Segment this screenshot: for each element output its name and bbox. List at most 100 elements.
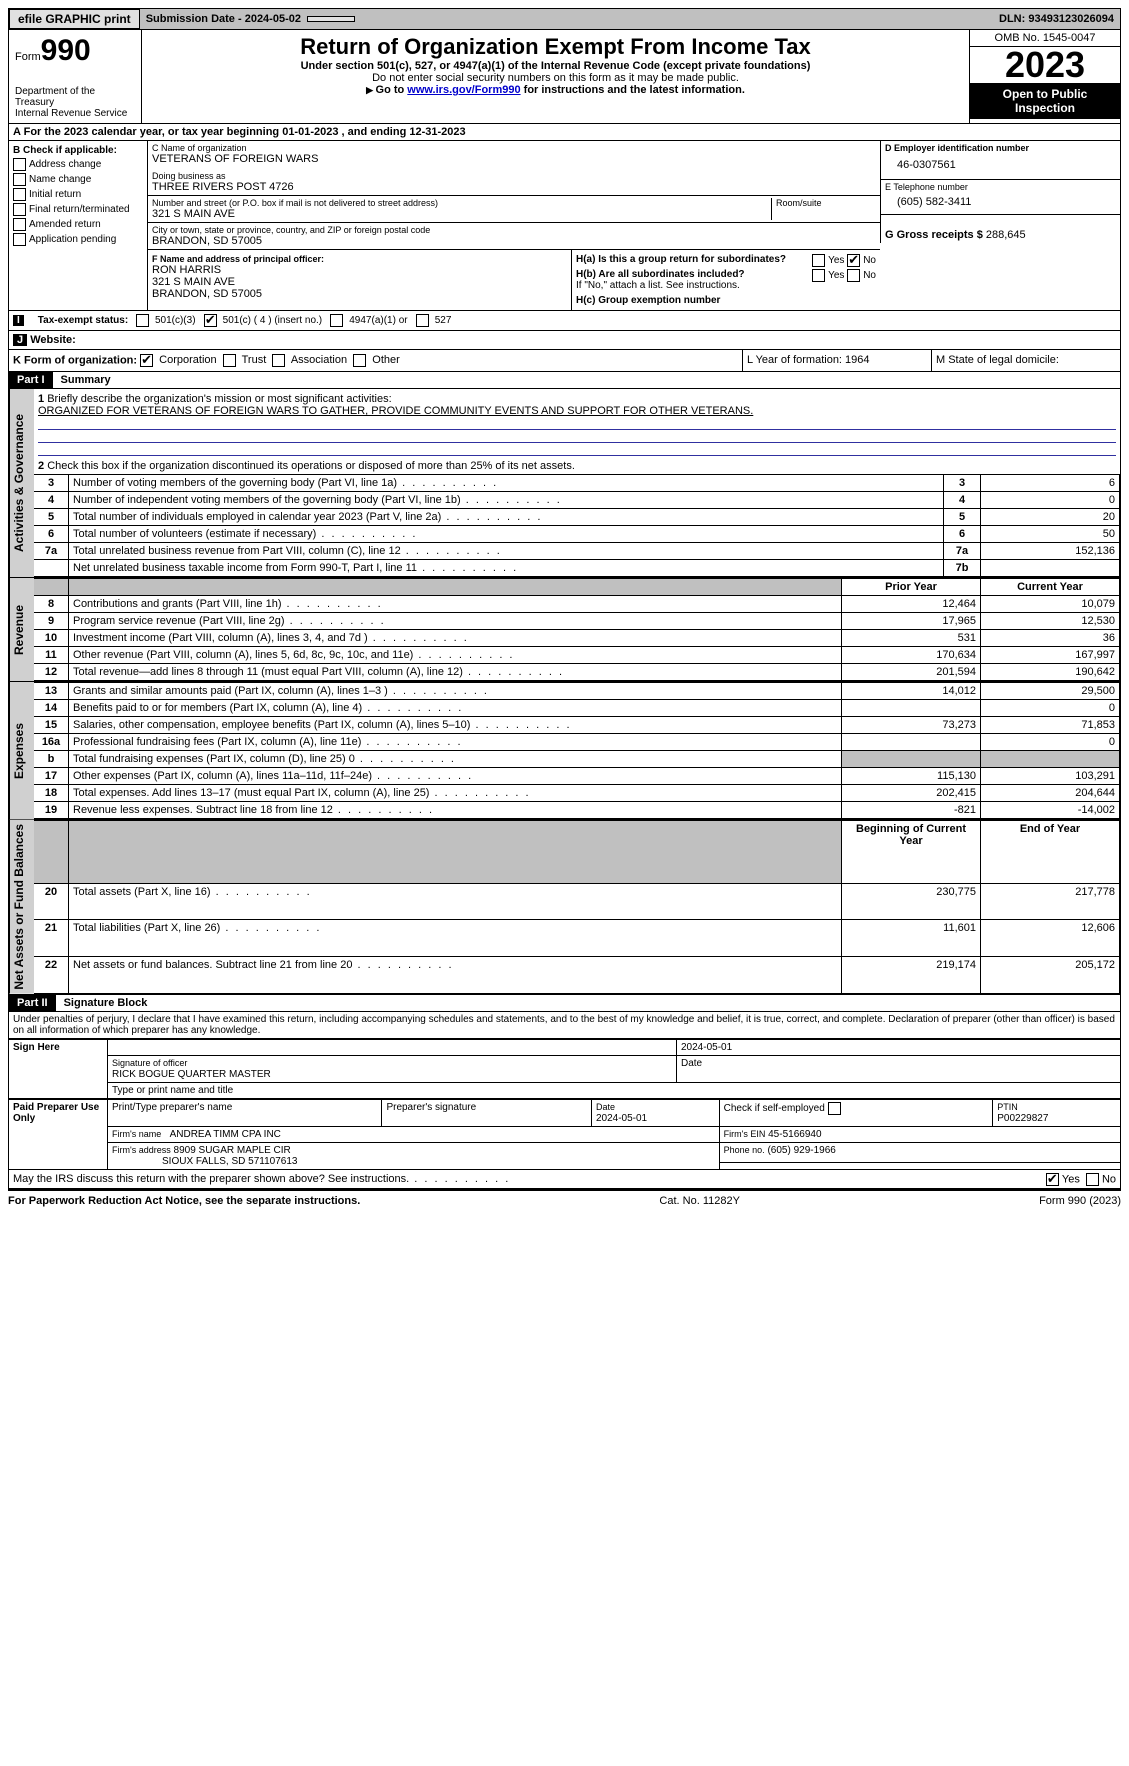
box-b: B Check if applicable: Address changeNam… <box>9 141 148 310</box>
expense-table: 13Grants and similar amounts paid (Part … <box>34 682 1120 819</box>
hb-yes-checkbox[interactable] <box>812 269 825 282</box>
revenue-table: Prior YearCurrent Year8Contributions and… <box>34 578 1120 681</box>
row-i-status: I Tax-exempt status: 501(c)(3) 501(c) ( … <box>8 311 1121 331</box>
form-id-box: Form990 Department of the Treasury Inter… <box>9 30 142 123</box>
officer-signature: RICK BOGUE QUARTER MASTER <box>112 1069 271 1080</box>
officer-name: RON HARRIS <box>152 264 567 276</box>
paid-preparer: Paid Preparer Use Only <box>9 1099 108 1169</box>
phone: (605) 582-3411 <box>885 192 1116 212</box>
prep-date: 2024-05-01 <box>596 1113 647 1124</box>
row-k: K Form of organization: Corporation Trus… <box>8 350 1121 372</box>
vtab-governance: Activities & Governance <box>9 389 34 577</box>
mission-text: ORGANIZED FOR VETERANS OF FOREIGN WARS T… <box>38 405 753 417</box>
tax-year: 2023 <box>970 47 1120 83</box>
form-number: 990 <box>41 34 91 67</box>
part1-header: Part I Summary <box>8 372 1121 389</box>
status-checkbox[interactable] <box>330 314 343 327</box>
gross-receipts: 288,645 <box>986 229 1026 241</box>
orgform-checkbox[interactable] <box>272 354 285 367</box>
part1-governance: Activities & Governance 1 Briefly descri… <box>8 389 1121 578</box>
room-suite-label: Room/suite <box>776 198 876 208</box>
status-checkbox[interactable] <box>136 314 149 327</box>
boxb-checkbox[interactable] <box>13 188 26 201</box>
firm-phone: (605) 929-1966 <box>767 1145 835 1156</box>
discuss-row: May the IRS discuss this return with the… <box>8 1170 1121 1189</box>
firm-addr1: 8909 SUGAR MAPLE CIR <box>174 1145 291 1156</box>
irs-label: Internal Revenue Service <box>15 108 135 119</box>
top-bar: efile GRAPHIC print Submission Date - 20… <box>8 8 1121 30</box>
hb-no-checkbox[interactable] <box>847 269 860 282</box>
preparer-table: Paid Preparer Use Only Print/Type prepar… <box>8 1099 1121 1170</box>
firm-addr2: SIOUX FALLS, SD 571107613 <box>162 1156 297 1167</box>
governance-table: 3Number of voting members of the governi… <box>34 474 1120 577</box>
header-center: Return of Organization Exempt From Incom… <box>142 30 969 123</box>
form-header: Form990 Department of the Treasury Inter… <box>8 30 1121 123</box>
box-h: H(a) Is this a group return for subordin… <box>572 250 880 310</box>
box-d-e-g: D Employer identification number 46-0307… <box>880 141 1120 310</box>
boxb-checkbox[interactable] <box>13 203 26 216</box>
penalty-statement: Under penalties of perjury, I declare th… <box>8 1012 1121 1039</box>
orgform-checkbox[interactable] <box>353 354 366 367</box>
row-j-website: J Website: <box>8 331 1121 350</box>
page-footer: For Paperwork Reduction Act Notice, see … <box>8 1189 1121 1207</box>
status-checkbox[interactable] <box>204 314 217 327</box>
part1-expenses: Expenses 13Grants and similar amounts pa… <box>8 682 1121 820</box>
firm-ein: 45-5166940 <box>768 1129 821 1140</box>
form-title: Return of Organization Exempt From Incom… <box>146 34 965 60</box>
form-footer: Form 990 (2023) <box>1039 1195 1121 1207</box>
street-address: 321 S MAIN AVE <box>152 208 771 220</box>
ha-yes-checkbox[interactable] <box>812 254 825 267</box>
row-a-tax-year: A For the 2023 calendar year, or tax yea… <box>8 123 1121 141</box>
part1-revenue: Revenue Prior YearCurrent Year8Contribut… <box>8 578 1121 682</box>
box-c-f: C Name of organization VETERANS OF FOREI… <box>148 141 880 310</box>
dept-treasury: Department of the Treasury <box>15 86 135 108</box>
box-d: D Employer identification number 46-0307… <box>880 141 1120 180</box>
cat-no: Cat. No. 11282Y <box>659 1195 740 1207</box>
org-name: VETERANS OF FOREIGN WARS <box>152 153 876 165</box>
boxb-checkbox[interactable] <box>13 218 26 231</box>
city-state-zip: BRANDON, SD 57005 <box>152 235 876 247</box>
officer-street: 321 S MAIN AVE <box>152 276 567 288</box>
vtab-revenue: Revenue <box>9 578 34 681</box>
discuss-no-checkbox[interactable] <box>1086 1173 1099 1186</box>
open-inspection: Open to Public Inspection <box>970 83 1120 119</box>
vtab-expenses: Expenses <box>9 682 34 819</box>
part1-netassets: Net Assets or Fund Balances Beginning of… <box>8 820 1121 995</box>
year-formation: L Year of formation: 1964 <box>743 350 932 371</box>
header-right: OMB No. 1545-0047 2023 Open to Public In… <box>969 30 1120 123</box>
boxb-checkbox[interactable] <box>13 158 26 171</box>
box-c-city: City or town, state or province, country… <box>148 223 880 250</box>
dln: DLN: 93493123026094 <box>993 11 1120 27</box>
irs-link[interactable]: www.irs.gov/Form990 <box>407 84 520 96</box>
ha-no-checkbox[interactable] <box>847 254 860 267</box>
hc-label: H(c) Group exemption number <box>576 295 876 306</box>
boxb-checkbox[interactable] <box>13 173 26 186</box>
ein: 46-0307561 <box>885 153 1116 177</box>
firm-name: ANDREA TIMM CPA INC <box>170 1129 281 1140</box>
self-employed-checkbox[interactable] <box>828 1102 841 1115</box>
form-prefix: Form <box>15 51 41 63</box>
box-f: F Name and address of principal officer:… <box>148 250 572 310</box>
vtab-net: Net Assets or Fund Balances <box>9 820 34 994</box>
dba-name: THREE RIVERS POST 4726 <box>152 181 876 193</box>
officer-city: BRANDON, SD 57005 <box>152 288 567 300</box>
efile-print-button[interactable]: efile GRAPHIC print <box>9 9 140 29</box>
paperwork-notice: For Paperwork Reduction Act Notice, see … <box>8 1195 360 1207</box>
subtitle-1: Under section 501(c), 527, or 4947(a)(1)… <box>146 60 965 72</box>
box-c-street: Number and street (or P.O. box if mail i… <box>148 196 880 223</box>
part2-header: Part II Signature Block <box>8 995 1121 1012</box>
status-checkbox[interactable] <box>416 314 429 327</box>
box-b-title: B Check if applicable: <box>13 145 143 156</box>
sig-date: 2024-05-01 <box>677 1039 1121 1055</box>
net-table: Beginning of Current YearEnd of Year20To… <box>34 820 1120 994</box>
discuss-yes-checkbox[interactable] <box>1046 1173 1059 1186</box>
box-e: E Telephone number (605) 582-3411 <box>880 180 1120 215</box>
orgform-checkbox[interactable] <box>140 354 153 367</box>
subtitle-2: Do not enter social security numbers on … <box>146 72 965 84</box>
boxb-checkbox[interactable] <box>13 233 26 246</box>
subtitle-3: Go to www.irs.gov/Form990 for instructio… <box>146 84 965 96</box>
entity-section: B Check if applicable: Address changeNam… <box>8 141 1121 311</box>
ptin: P00229827 <box>997 1113 1048 1124</box>
blank-button <box>307 16 355 22</box>
orgform-checkbox[interactable] <box>223 354 236 367</box>
